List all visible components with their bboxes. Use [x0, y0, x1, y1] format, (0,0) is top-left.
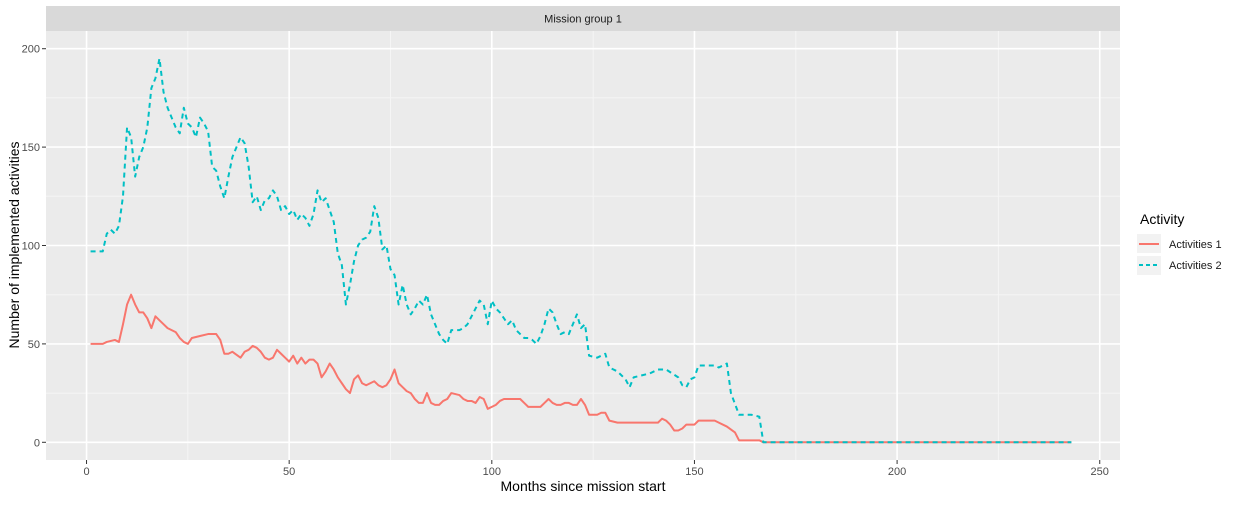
legend-label-activities-1: Activities 1: [1169, 239, 1222, 251]
x-tick-label: 250: [1091, 466, 1109, 478]
x-tick-label: 50: [283, 466, 295, 478]
legend: Activity Activities 1 Activities 2: [1137, 211, 1222, 275]
x-tick-label: 0: [83, 466, 89, 478]
y-tick-label: 150: [22, 142, 40, 154]
legend-label-activities-2: Activities 2: [1169, 260, 1222, 272]
y-tick-label: 50: [28, 339, 40, 351]
x-tick-label: 200: [888, 466, 906, 478]
y-tick-label: 0: [34, 437, 40, 449]
y-axis-title: Number of implemented activities: [6, 142, 22, 349]
series-line-activities-1: [90, 293, 1072, 444]
series-layer: [90, 57, 1072, 444]
x-axis-title: Months since mission start: [501, 478, 666, 494]
y-axis: 0 50 100 150 200: [22, 44, 46, 449]
y-tick-label: 200: [22, 44, 40, 56]
facet-title: Mission group 1: [544, 14, 622, 26]
x-axis: 0 50 100 150 200 250: [83, 460, 1109, 478]
facet-strip: [46, 6, 1120, 31]
x-tick-label: 100: [483, 466, 501, 478]
grid-minor: [46, 31, 1120, 460]
y-tick-label: 100: [22, 241, 40, 253]
x-tick-label: 150: [685, 466, 703, 478]
legend-title: Activity: [1140, 211, 1184, 227]
